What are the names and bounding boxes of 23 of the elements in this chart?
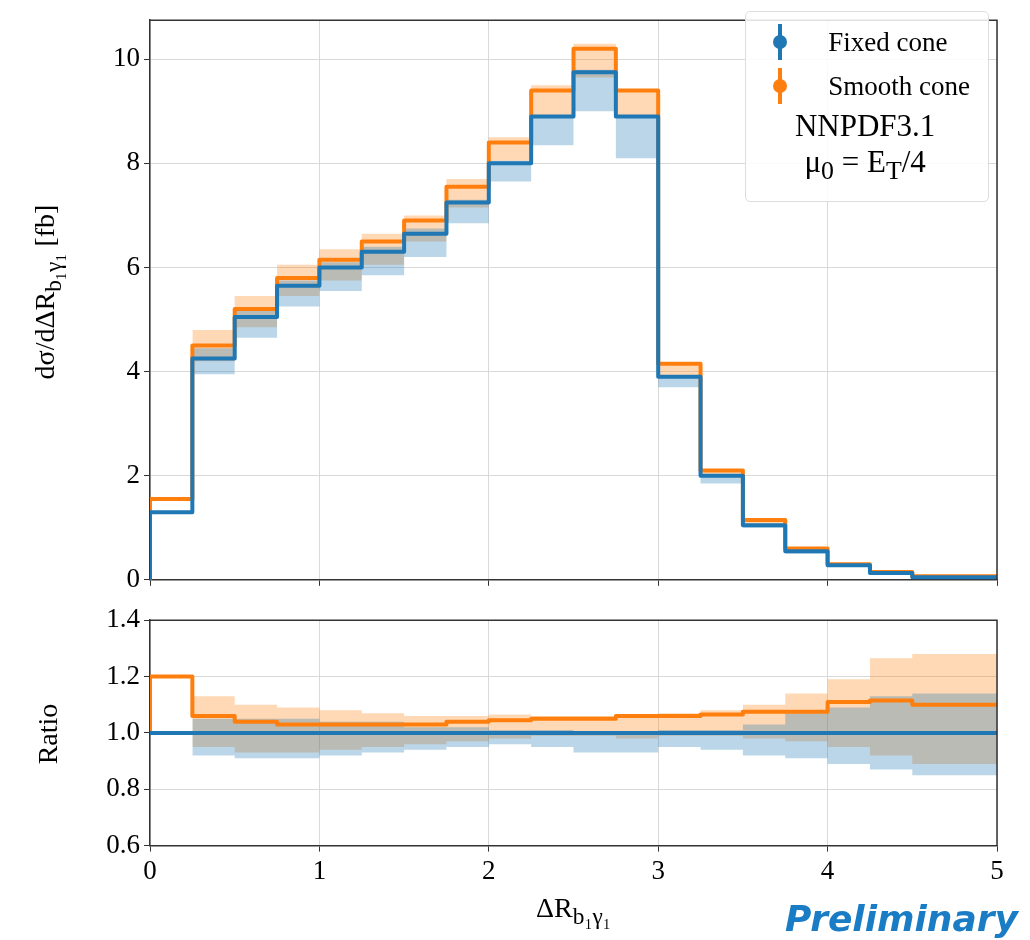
y-tick-label: 10: [113, 42, 140, 73]
y-tick-label: 0: [126, 562, 140, 593]
x-tick-label: 1: [312, 854, 327, 885]
x-tick-label: 5: [990, 854, 1004, 885]
legend-label: Fixed cone: [828, 26, 948, 58]
y-tick-label: 1.2: [106, 659, 140, 690]
x-tick-label: 3: [651, 854, 665, 885]
legend-label: Smooth cone: [828, 70, 970, 102]
y-axis-title: Ratio: [32, 703, 64, 764]
y-tick-label: 1.0: [106, 715, 140, 746]
annotation: μ$_{0}$ = E$_{T}$/4: [803, 144, 927, 188]
y-tick-label: 4: [126, 354, 141, 385]
annotation: NNPDF3.1: [793, 108, 937, 144]
y-tick-label: 2: [126, 458, 140, 489]
text: Preliminary: [784, 898, 1018, 939]
y-tick-label: 6: [126, 250, 140, 281]
y-tick-label: 0.6: [106, 828, 140, 859]
y-tick-label: 1.4: [106, 603, 141, 634]
x-axis-title: ΔR$_{b₁γ₁}$: [536, 892, 611, 930]
y-tick-label: 0.8: [106, 772, 140, 803]
y-tick-label: 8: [126, 146, 140, 177]
x-tick-label: 4: [820, 854, 835, 885]
x-tick-label: 2: [482, 854, 496, 885]
